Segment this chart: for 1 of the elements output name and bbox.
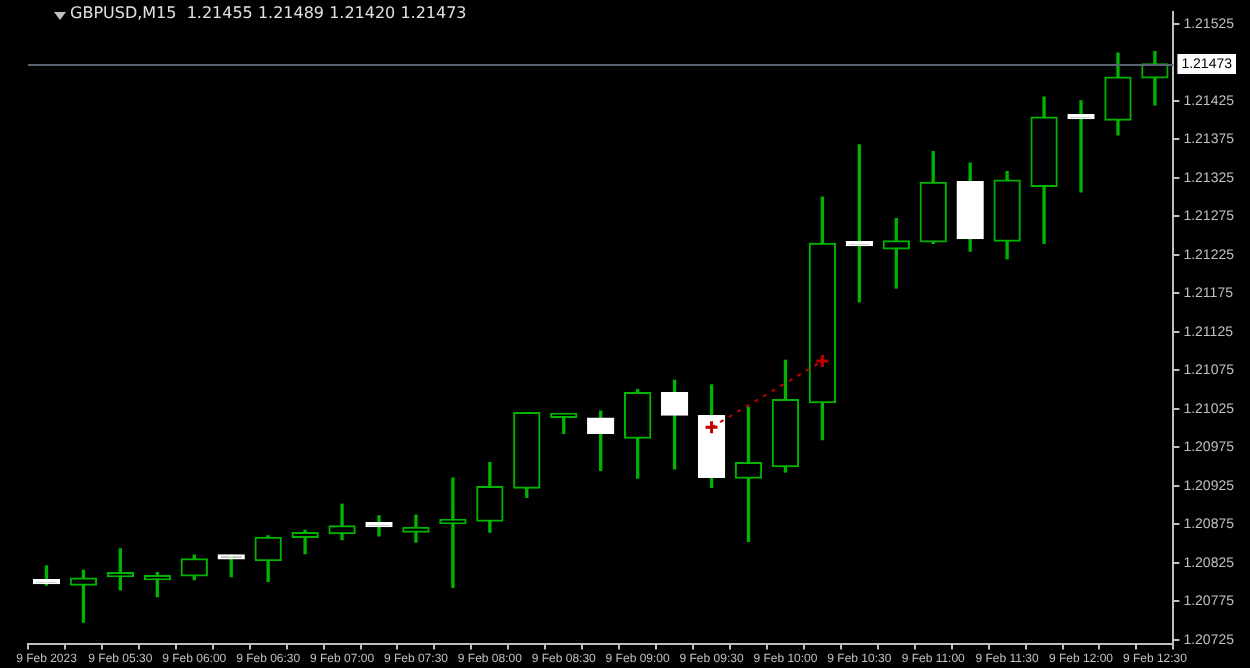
chart-title: GBPUSD,M15 1.21455 1.21489 1.21420 1.21473 [70, 4, 467, 22]
